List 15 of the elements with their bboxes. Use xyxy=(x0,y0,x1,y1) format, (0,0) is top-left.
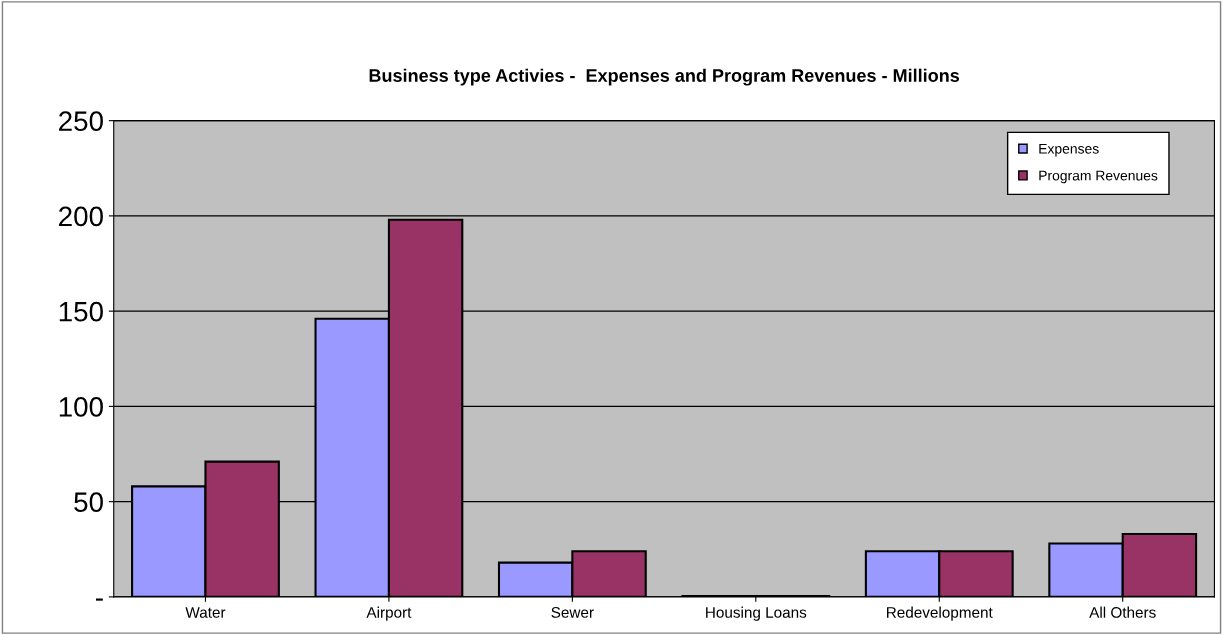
legend-label: Program Revenues xyxy=(1039,170,1158,184)
x-tick-label: All Others xyxy=(1089,606,1156,618)
y-tick-label: 150 xyxy=(59,301,103,322)
x-tick-label: Airport xyxy=(366,606,412,621)
y-tick-label: 250 xyxy=(59,111,103,131)
x-tick-label: Sewer xyxy=(551,607,594,618)
legend-label: Expenses xyxy=(1039,143,1099,157)
y-tick-label: 50 xyxy=(74,492,103,512)
chart-title: Business type Activies - Expenses and Program Revenues - Millions xyxy=(369,68,960,86)
x-tick-label: Redevelopment xyxy=(887,606,993,621)
y-tick-label: - xyxy=(96,598,103,601)
y-tick-label: 200 xyxy=(59,206,103,227)
y-tick-label: 100 xyxy=(59,397,103,417)
x-tick-label: Housing Loans xyxy=(706,606,807,621)
x-tick-label: Water xyxy=(185,607,226,618)
